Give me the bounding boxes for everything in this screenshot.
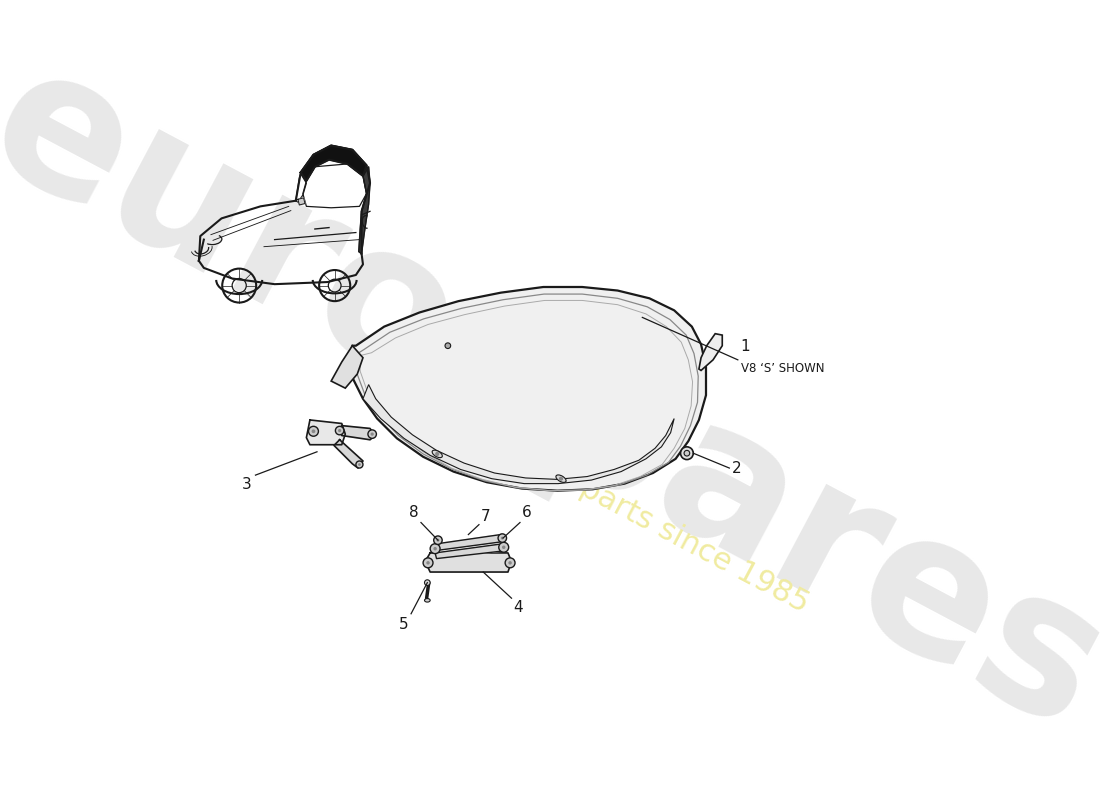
Polygon shape bbox=[363, 385, 674, 484]
Ellipse shape bbox=[425, 598, 430, 602]
Text: 4: 4 bbox=[513, 600, 522, 615]
Circle shape bbox=[308, 426, 318, 436]
Text: 1: 1 bbox=[740, 339, 750, 354]
Ellipse shape bbox=[556, 475, 566, 482]
Polygon shape bbox=[342, 426, 375, 440]
Circle shape bbox=[424, 558, 433, 568]
Text: 7: 7 bbox=[481, 509, 491, 524]
Text: eurospares: eurospares bbox=[0, 27, 1100, 770]
Text: 5: 5 bbox=[399, 617, 409, 631]
Text: V8 ‘S’ SHOWN: V8 ‘S’ SHOWN bbox=[740, 362, 824, 375]
Circle shape bbox=[356, 461, 363, 468]
Circle shape bbox=[430, 544, 440, 554]
Ellipse shape bbox=[432, 450, 442, 458]
Circle shape bbox=[446, 343, 451, 349]
Polygon shape bbox=[307, 420, 345, 445]
Circle shape bbox=[500, 537, 504, 539]
Circle shape bbox=[498, 542, 508, 552]
Text: a passion for parts since 1985: a passion for parts since 1985 bbox=[393, 377, 814, 619]
Circle shape bbox=[681, 447, 693, 459]
Text: 2: 2 bbox=[733, 462, 741, 476]
Circle shape bbox=[425, 580, 430, 586]
Circle shape bbox=[502, 546, 506, 549]
Polygon shape bbox=[437, 534, 503, 550]
Polygon shape bbox=[359, 166, 370, 254]
Circle shape bbox=[436, 452, 439, 456]
Circle shape bbox=[427, 561, 430, 565]
Polygon shape bbox=[298, 198, 305, 205]
Circle shape bbox=[311, 430, 316, 433]
Text: 8: 8 bbox=[408, 506, 418, 520]
Circle shape bbox=[684, 450, 690, 456]
Polygon shape bbox=[334, 440, 363, 468]
Polygon shape bbox=[698, 334, 723, 370]
Polygon shape bbox=[426, 553, 512, 572]
Circle shape bbox=[367, 430, 376, 438]
Circle shape bbox=[338, 429, 341, 432]
Polygon shape bbox=[331, 346, 363, 388]
Circle shape bbox=[505, 558, 515, 568]
Circle shape bbox=[437, 538, 439, 542]
Circle shape bbox=[498, 534, 506, 542]
Polygon shape bbox=[436, 544, 505, 558]
Circle shape bbox=[433, 547, 437, 550]
Text: 3: 3 bbox=[242, 478, 251, 492]
Circle shape bbox=[559, 477, 563, 481]
Circle shape bbox=[508, 561, 512, 565]
Polygon shape bbox=[300, 146, 366, 181]
Circle shape bbox=[336, 426, 344, 435]
Circle shape bbox=[433, 536, 442, 545]
Circle shape bbox=[371, 433, 374, 436]
Circle shape bbox=[359, 463, 361, 466]
Text: 6: 6 bbox=[521, 506, 531, 520]
Polygon shape bbox=[349, 287, 706, 490]
